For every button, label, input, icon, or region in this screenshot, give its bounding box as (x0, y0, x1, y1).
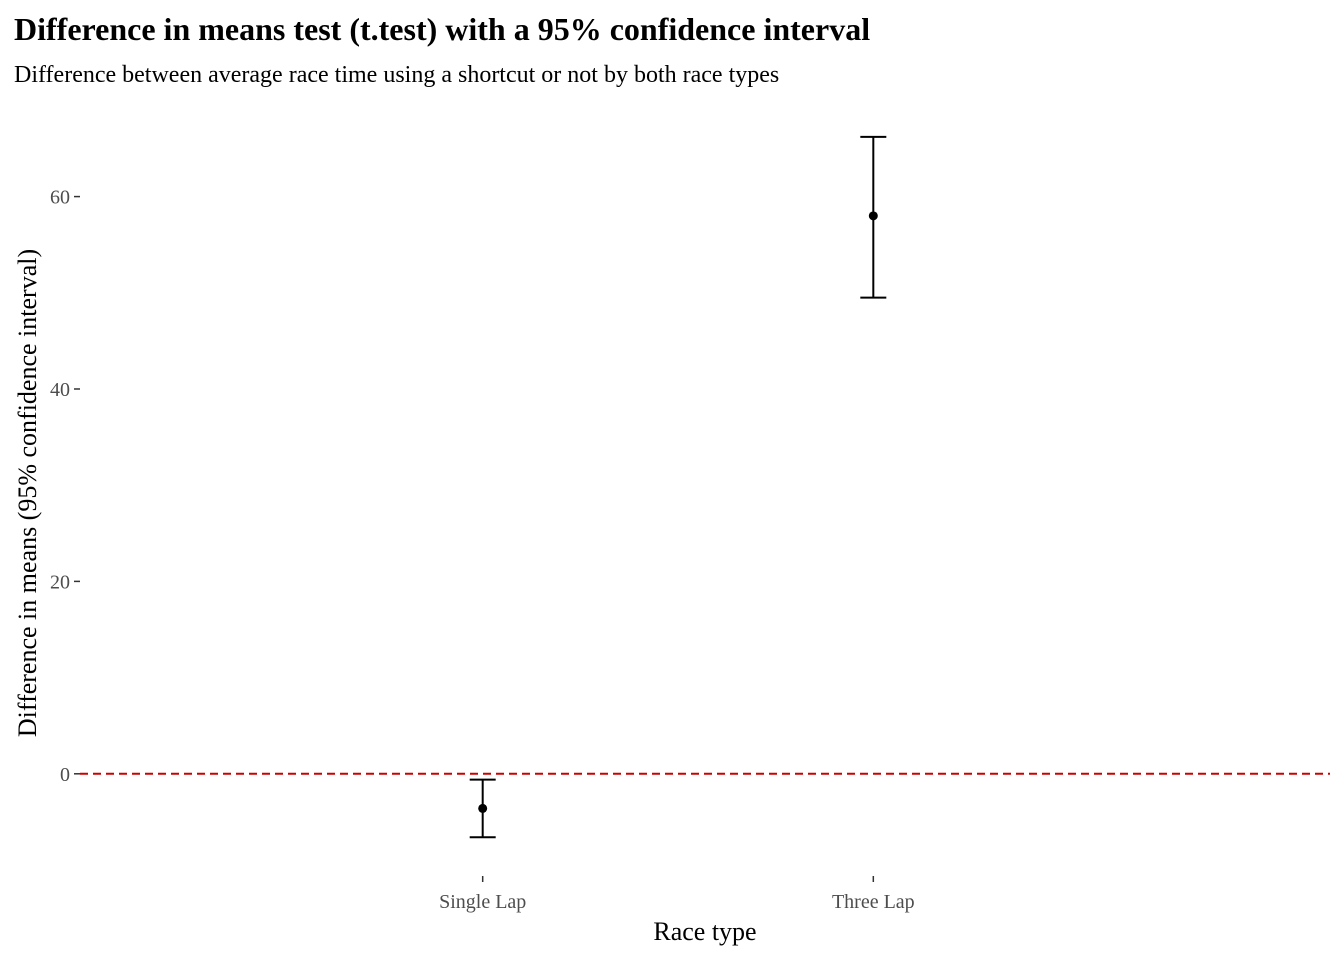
y-tick-label: 20 (50, 571, 70, 593)
x-tick-label: Three Lap (832, 891, 915, 913)
x-tick-label: Single Lap (439, 891, 526, 913)
y-tick-label: 60 (50, 187, 70, 209)
chart-subtitle: Difference between average race time usi… (14, 62, 779, 88)
y-axis-title: Difference in means (95% confidence inte… (13, 249, 42, 737)
y-tick-label: 0 (60, 764, 70, 786)
chart-title: Difference in means test (t.test) with a… (14, 11, 870, 47)
y-tick-label: 40 (50, 379, 70, 401)
plot-area: 0 20 40 60 Single Lap Three Lap (50, 135, 1330, 913)
estimate-point (868, 211, 878, 221)
x-axis-title: Race type (653, 917, 756, 946)
estimate-point (478, 803, 488, 813)
